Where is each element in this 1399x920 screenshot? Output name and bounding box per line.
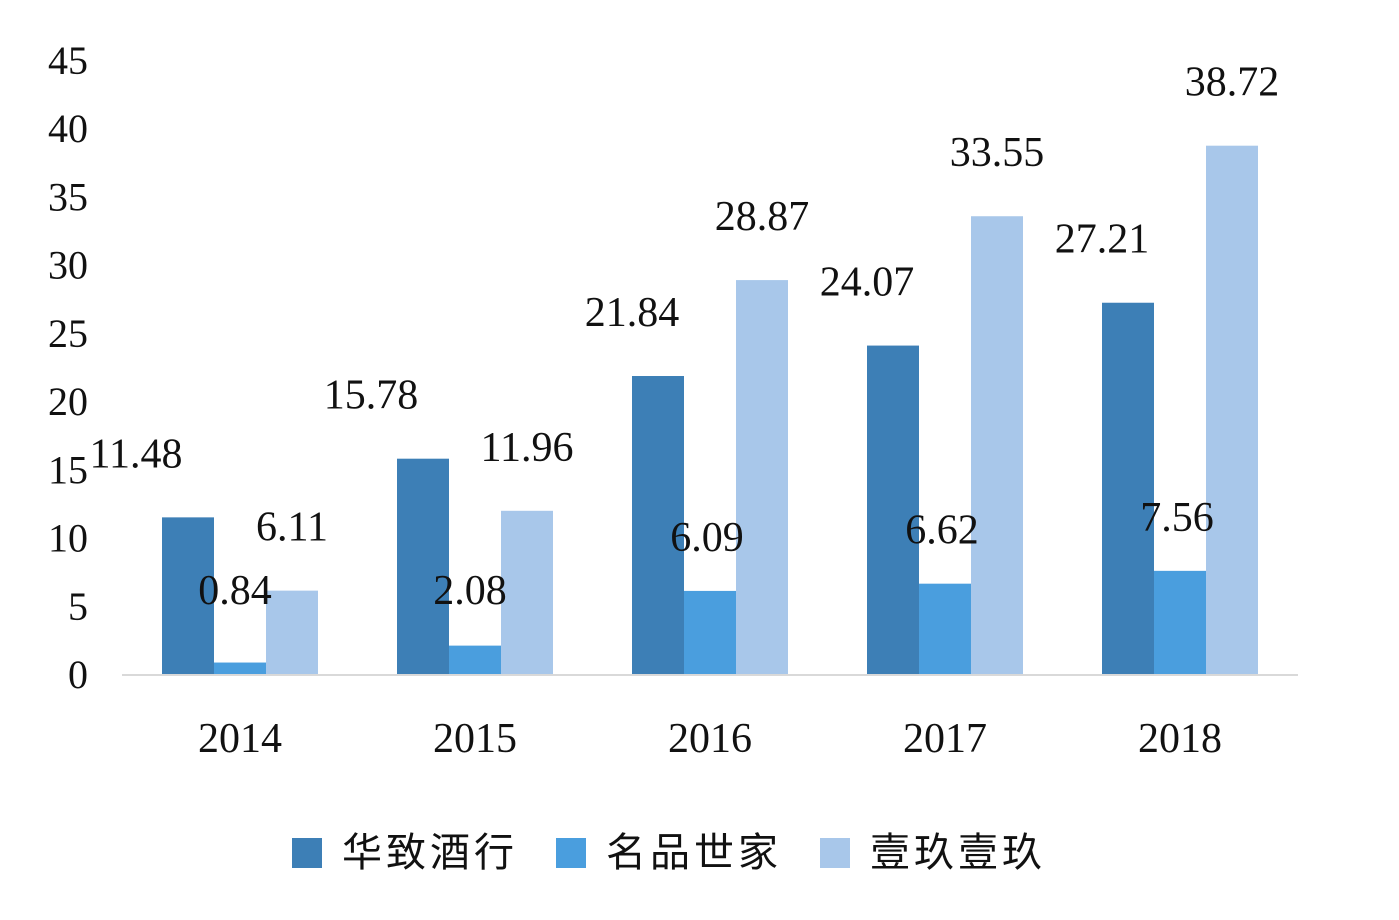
data-label-华致酒行-2014: 11.48 xyxy=(90,431,183,477)
y-tick-label: 40 xyxy=(48,106,88,151)
data-label-名品世家-2014: 0.84 xyxy=(198,568,272,614)
bar-名品世家-2014 xyxy=(214,662,266,674)
bar-华致酒行-2014 xyxy=(162,517,214,674)
bar-华致酒行-2017 xyxy=(867,345,919,674)
data-label-名品世家-2017: 6.62 xyxy=(905,508,979,554)
legend-label-名品世家: 名品世家 xyxy=(606,830,782,876)
legend-label-华致酒行: 华致酒行 xyxy=(342,830,518,876)
data-label-名品世家-2016: 6.09 xyxy=(670,515,744,561)
legend-swatch-壹玖壹玖 xyxy=(820,838,850,868)
x-tick-label: 2018 xyxy=(1138,716,1222,762)
legend-label-壹玖壹玖: 壹玖壹玖 xyxy=(870,830,1046,876)
bar-名品世家-2016 xyxy=(684,590,736,674)
y-tick-label: 10 xyxy=(48,516,88,561)
bar-华致酒行-2015 xyxy=(397,458,449,674)
legend-swatch-名品世家 xyxy=(556,838,586,868)
data-labels-group: 11.48 15.78 21.84 24.07 27.21 0.84 2.08 6.09 6.6… xyxy=(90,60,1280,614)
y-tick-label: 20 xyxy=(48,379,88,424)
y-tick-label: 5 xyxy=(68,584,88,629)
data-label-壹玖壹玖-2017: 33.55 xyxy=(950,130,1045,176)
data-label-华致酒行-2016: 21.84 xyxy=(585,290,680,336)
data-label-名品世家-2018: 7.56 xyxy=(1140,495,1214,541)
y-tick-label: 0 xyxy=(68,652,88,697)
bar-壹玖壹玖-2016 xyxy=(736,280,788,674)
data-label-名品世家-2015: 2.08 xyxy=(433,568,507,614)
x-tick-label: 2014 xyxy=(198,716,282,762)
data-label-壹玖壹玖-2014: 6.11 xyxy=(256,505,328,551)
y-axis-tick-labels: 0 5 10 15 20 25 30 35 40 45 xyxy=(48,38,88,697)
data-label-华致酒行-2018: 27.21 xyxy=(1055,217,1150,263)
x-axis-tick-labels: 2014 2015 2016 2017 2018 xyxy=(198,716,1222,762)
bar-华致酒行-2018 xyxy=(1102,302,1154,674)
y-tick-label: 35 xyxy=(48,174,88,219)
bar-壹玖壹玖-2014 xyxy=(266,590,318,674)
x-tick-label: 2016 xyxy=(668,716,752,762)
bar-壹玖壹玖-2015 xyxy=(501,510,553,674)
bar-壹玖壹玖-2018 xyxy=(1206,145,1258,674)
bar-壹玖壹玖-2017 xyxy=(971,216,1023,674)
data-label-壹玖壹玖-2016: 28.87 xyxy=(715,194,810,240)
x-tick-label: 2017 xyxy=(903,716,987,762)
data-label-壹玖壹玖-2015: 11.96 xyxy=(481,425,574,471)
x-tick-label: 2015 xyxy=(433,716,517,762)
bar-名品世家-2015 xyxy=(449,645,501,674)
bar-名品世家-2017 xyxy=(919,583,971,674)
y-tick-label: 45 xyxy=(48,38,88,83)
bar-名品世家-2018 xyxy=(1154,570,1206,674)
legend: 华致酒行 名品世家 壹玖壹玖 xyxy=(292,830,1046,876)
legend-swatch-华致酒行 xyxy=(292,838,322,868)
data-label-华致酒行-2017: 24.07 xyxy=(820,260,915,306)
y-tick-label: 25 xyxy=(48,311,88,356)
data-label-壹玖壹玖-2018: 38.72 xyxy=(1185,60,1280,106)
y-tick-label: 30 xyxy=(48,243,88,288)
bar-series-group xyxy=(162,145,1258,674)
data-label-华致酒行-2015: 15.78 xyxy=(324,373,419,419)
y-tick-label: 15 xyxy=(48,447,88,492)
bar-华致酒行-2016 xyxy=(632,376,684,674)
